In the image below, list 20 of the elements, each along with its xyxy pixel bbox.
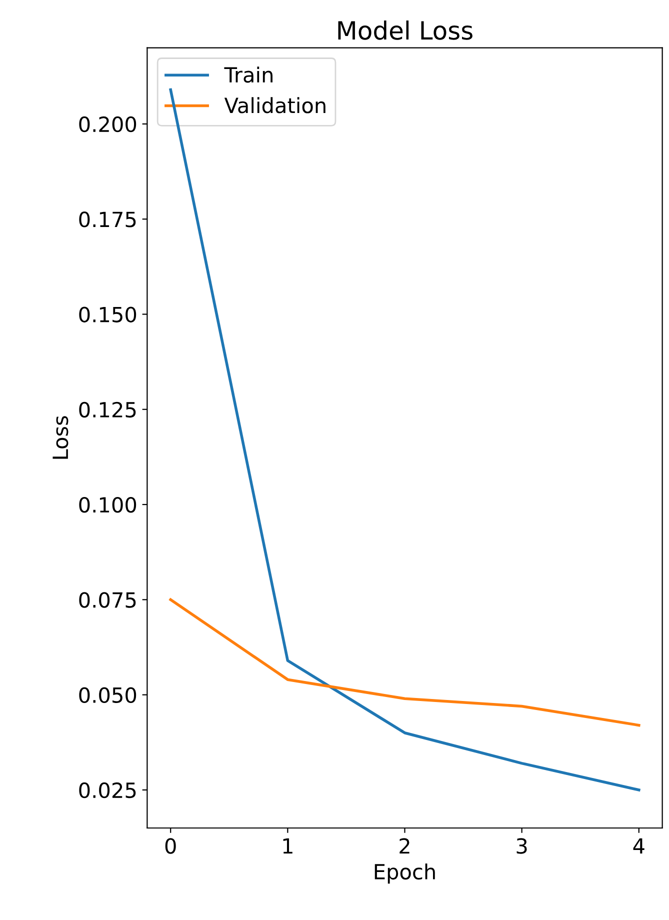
x-tick-label: 0	[165, 838, 176, 854]
legend-label: Train	[224, 66, 272, 83]
y-tick-label: 0.050	[79, 687, 136, 704]
x-tick-label: 3	[516, 838, 527, 854]
y-tick-label: 0.175	[79, 212, 136, 228]
y-tick-label: 0.200	[79, 116, 136, 132]
y-tick-label: 0.125	[79, 402, 136, 418]
chart-title: Model Loss	[338, 20, 472, 40]
y-axis-title: Loss	[52, 416, 68, 459]
y-tick-label: 0.075	[79, 592, 136, 608]
x-tick-label: 4	[633, 838, 644, 854]
line-series	[169, 88, 640, 792]
x-tick-label: 2	[400, 838, 410, 854]
y-tick-label: 0.025	[79, 782, 136, 798]
legend-label: Validation	[224, 97, 326, 114]
x-tick-label: 1	[283, 838, 292, 854]
y-tick-label: 0.150	[79, 306, 136, 322]
x-axis-title: Epoch	[374, 863, 435, 884]
y-tick-label: 0.100	[79, 496, 136, 513]
line-series	[169, 598, 640, 727]
